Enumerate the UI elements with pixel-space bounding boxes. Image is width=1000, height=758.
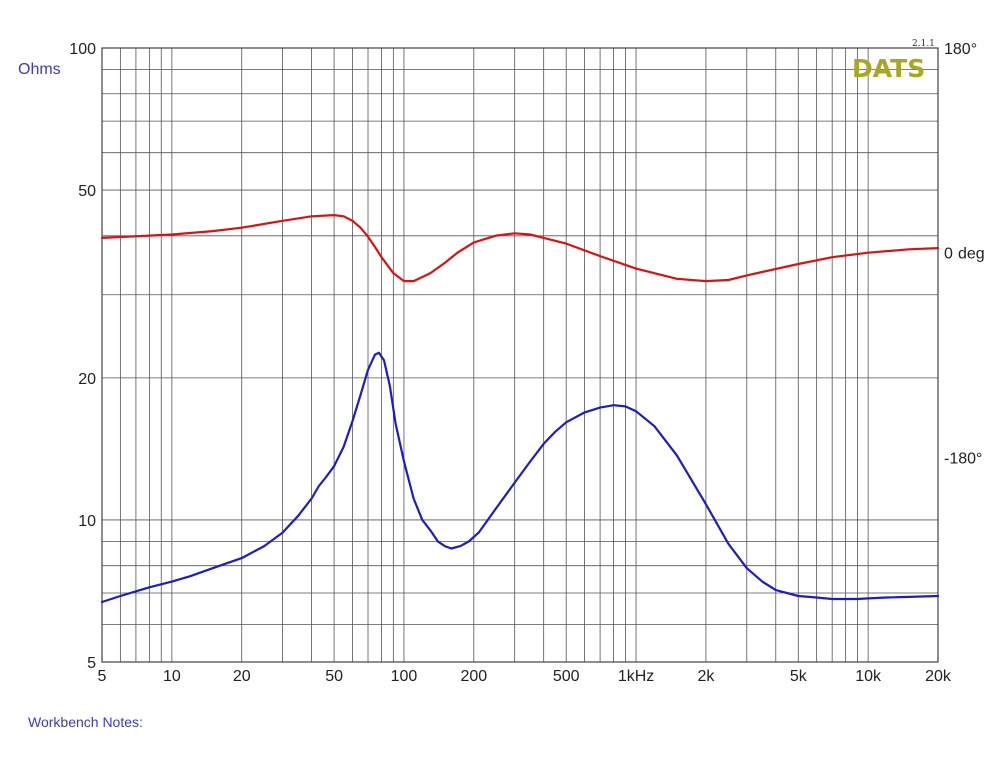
workbench-notes-label: Workbench Notes: — [28, 714, 143, 730]
x-tick-label: 1kHz — [618, 668, 654, 685]
grid — [101, 47, 939, 663]
series-group — [100, 214, 940, 604]
x-tick-label: 5k — [790, 668, 808, 685]
y-tick-label: 5 — [87, 655, 96, 672]
y-axis-label: Ohms — [18, 61, 61, 78]
x-tick-label: 500 — [553, 668, 580, 685]
plot-frame — [101, 47, 939, 663]
x-tick-label: 20 — [233, 668, 251, 685]
x-tick-label: 5 — [98, 668, 107, 685]
phase-unit-label: deg — [958, 246, 985, 263]
impedance-curve — [100, 351, 940, 604]
y-tick-label: 20 — [78, 371, 96, 388]
version-label: 2.1.1 — [912, 39, 935, 49]
y-tick-label: 10 — [78, 513, 96, 530]
phase-tick-label: -180° — [944, 450, 982, 467]
x-tick-labels: 5 10 20 50 100 200 500 1kHz 2k 5k 10k 20k — [98, 668, 952, 685]
x-tick-label: 200 — [460, 668, 487, 685]
dats-logo: DATS — [852, 54, 925, 83]
phase-curve — [100, 214, 940, 283]
x-tick-label: 20k — [925, 668, 952, 685]
x-tick-label: 100 — [391, 668, 418, 685]
phase-tick-labels: 180° -180° — [944, 41, 982, 467]
y-tick-label: 50 — [78, 183, 96, 200]
phase-zero-tick-label: 0 — [944, 246, 953, 263]
y-tick-label: 100 — [69, 41, 96, 58]
y-tick-labels: 100 50 20 10 5 — [69, 41, 96, 672]
x-tick-label: 10 — [163, 668, 181, 685]
phase-tick-label: 180° — [944, 41, 977, 58]
x-tick-label: 50 — [325, 668, 343, 685]
x-tick-label: 10k — [855, 668, 882, 685]
x-tick-label: 2k — [697, 668, 715, 685]
